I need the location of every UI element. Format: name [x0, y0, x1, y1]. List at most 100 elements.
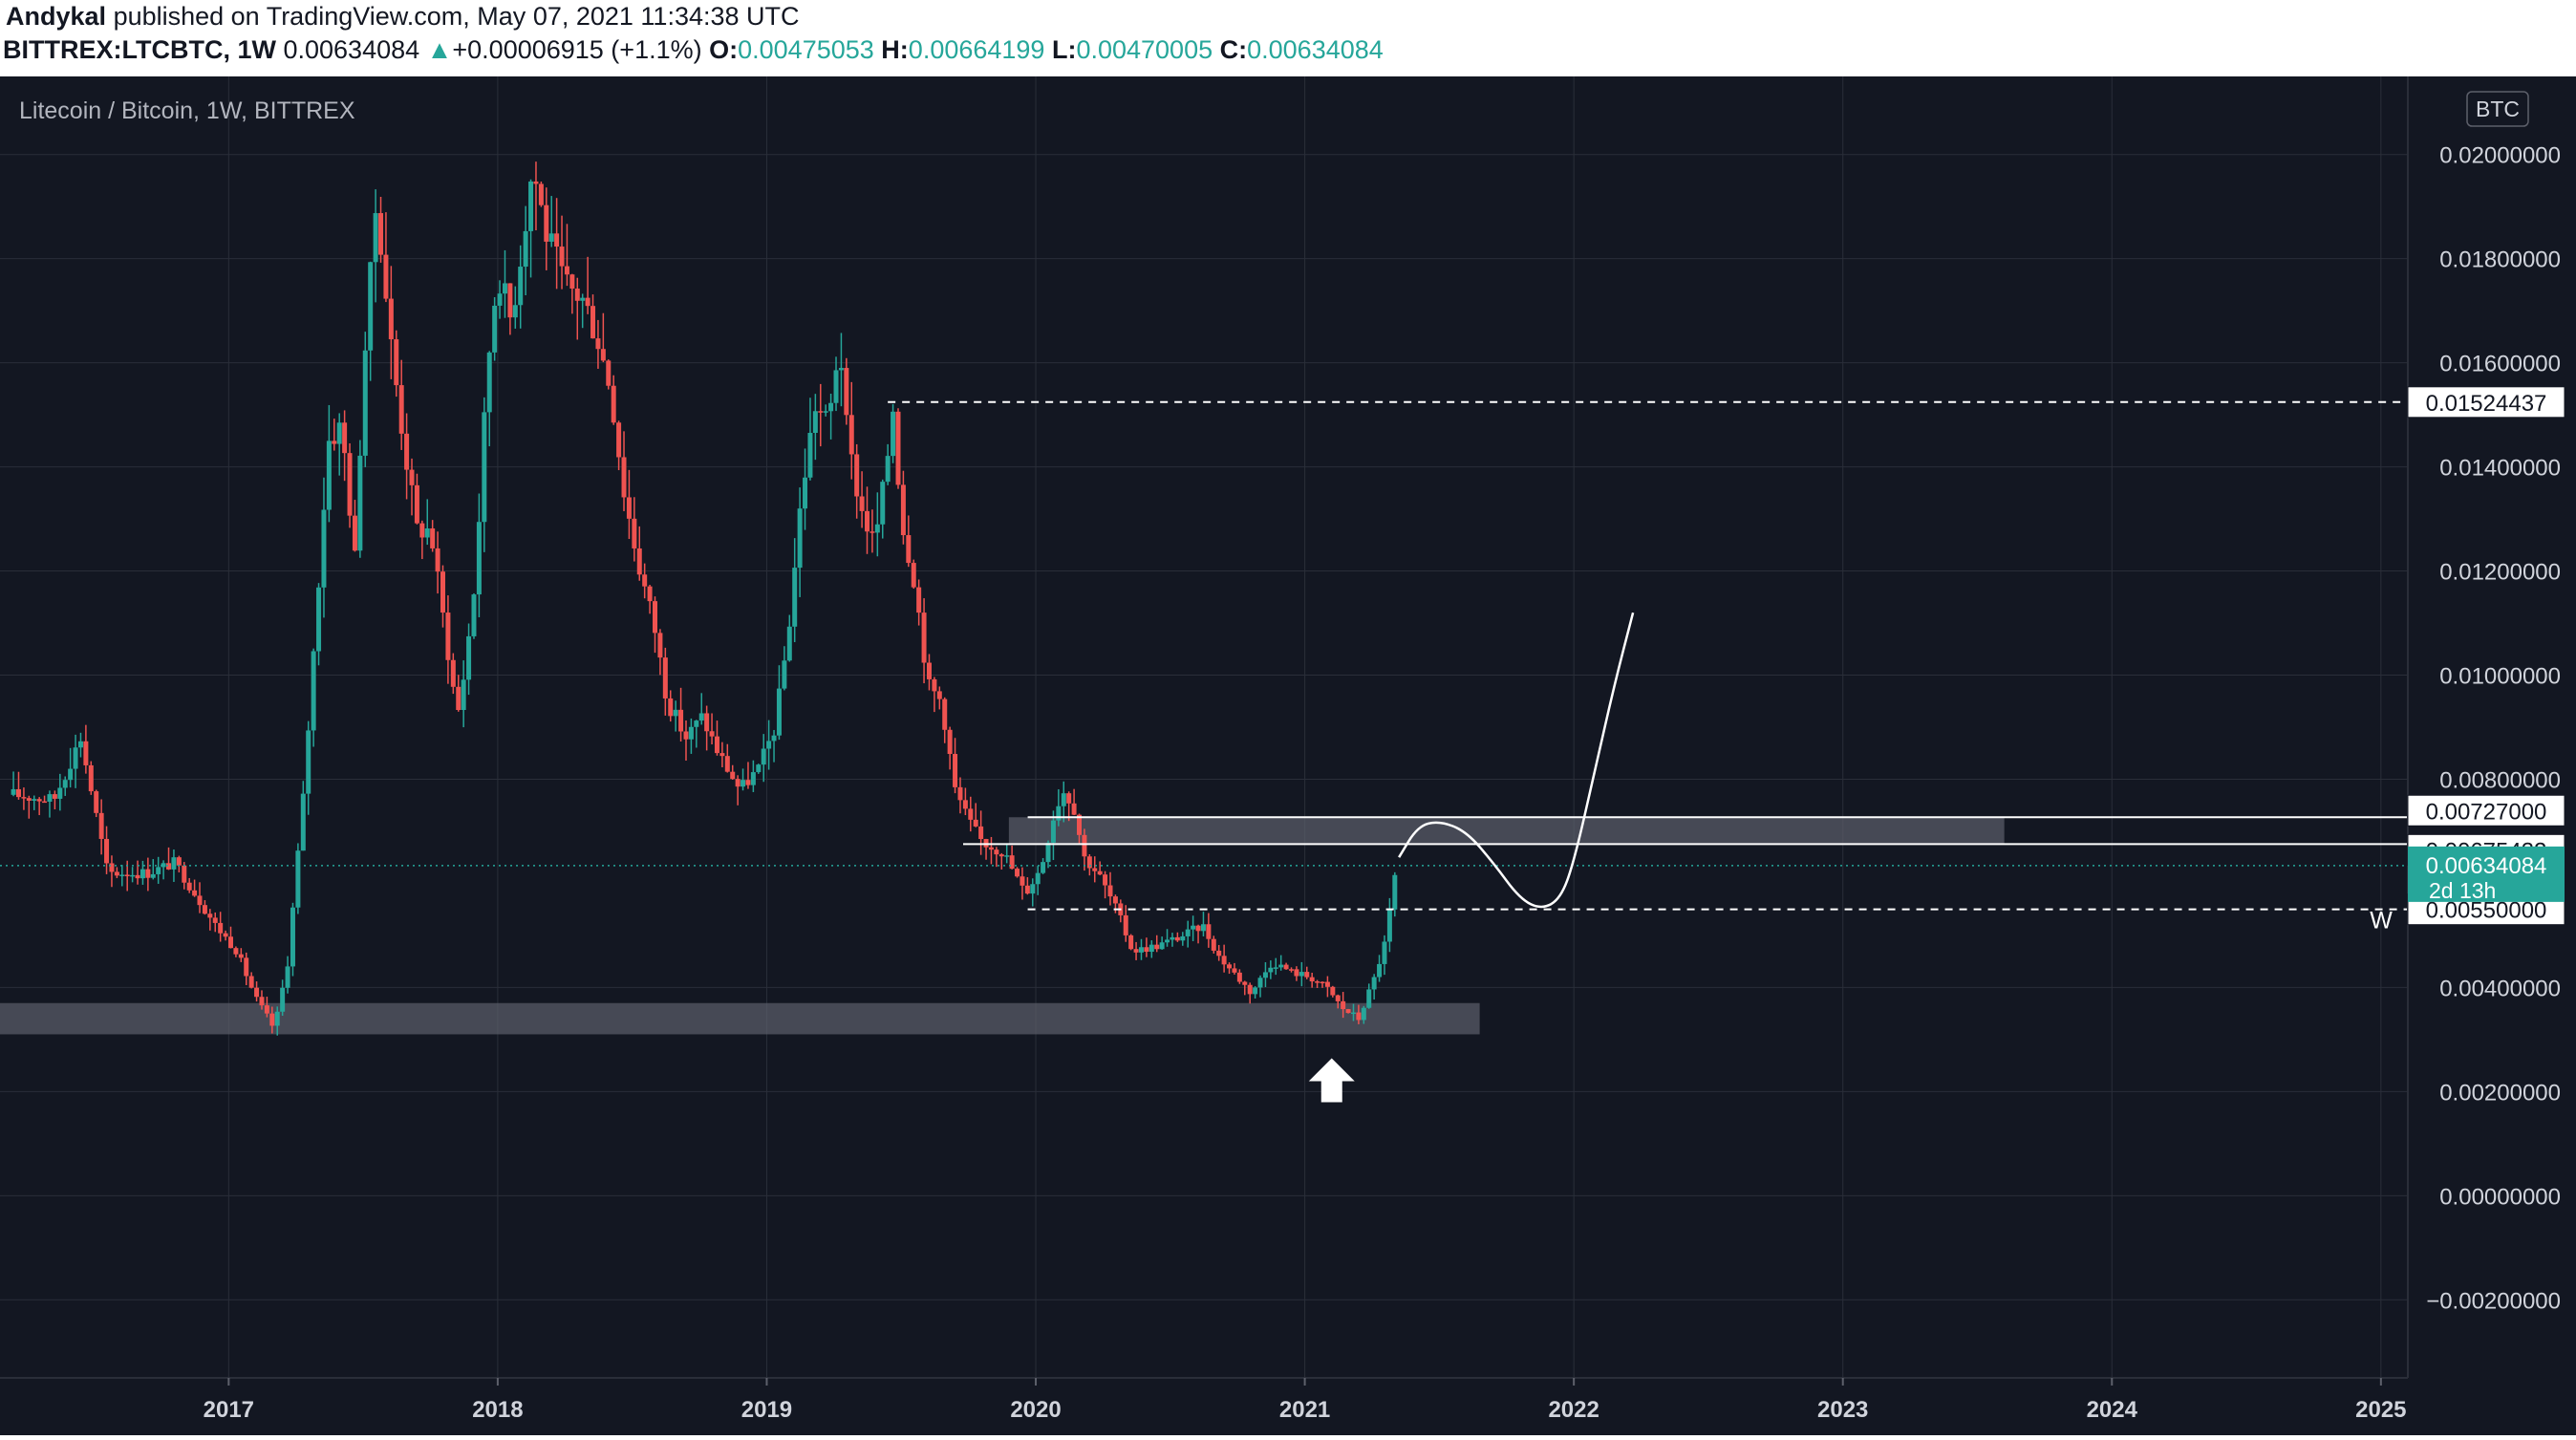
- candle-body: [332, 441, 337, 444]
- x-tick-label: 2024: [2087, 1397, 2138, 1423]
- candle-body: [833, 370, 839, 403]
- candle-body: [1035, 872, 1041, 885]
- countdown-label: 2d 13h: [2429, 878, 2496, 903]
- y-tick-label: 0.01000000: [2439, 664, 2561, 690]
- candle-body: [911, 563, 916, 588]
- candle-body: [352, 515, 357, 551]
- candle-body: [1335, 995, 1341, 1001]
- candle-body: [538, 183, 544, 205]
- candle-body: [1154, 944, 1160, 950]
- candle-body: [1278, 964, 1284, 968]
- candle-body: [1382, 941, 1387, 964]
- candle-body: [497, 293, 503, 306]
- candle-body: [936, 691, 942, 699]
- candle-body: [792, 568, 798, 627]
- y-tick-label: 0.01200000: [2439, 560, 2561, 586]
- price-chart[interactable]: 0.02000000 0.01800000 0.01600000 0.01400000…: [0, 76, 2576, 1435]
- candle-body: [673, 709, 678, 717]
- candle-body: [156, 867, 161, 874]
- candle-body: [1377, 963, 1383, 978]
- x-tick-label: 2019: [741, 1397, 792, 1423]
- candle-body: [1216, 950, 1222, 956]
- currency-badge: BTC: [2466, 91, 2529, 127]
- y-tick-label: 0.00200000: [2439, 1080, 2561, 1106]
- candle-body: [1170, 936, 1175, 940]
- candle-body: [424, 528, 430, 538]
- candle-body: [947, 729, 953, 755]
- candle-body: [1024, 885, 1030, 894]
- chart-background: [0, 76, 2576, 1435]
- candle-body: [378, 213, 384, 255]
- price-axis[interactable]: 0.02000000 0.01800000 0.01600000 0.01400000…: [2426, 143, 2561, 1315]
- candle-body: [130, 874, 136, 877]
- candle-body: [357, 455, 363, 551]
- candle-body: [1045, 842, 1051, 863]
- y-tick-label: 0.01600000: [2439, 352, 2561, 377]
- candle-body: [735, 779, 741, 787]
- candle-body: [978, 826, 984, 840]
- candle-body: [414, 484, 419, 524]
- projection-curve[interactable]: [1398, 612, 1635, 909]
- candle-body: [1138, 947, 1144, 953]
- open-label: O:: [709, 35, 739, 64]
- candle-body: [1361, 1007, 1366, 1021]
- candle-body: [202, 905, 207, 914]
- currency-badge-label: BTC: [2476, 97, 2520, 121]
- close-label: C:: [1219, 35, 1248, 64]
- candle-body: [683, 731, 689, 740]
- candle-body: [994, 849, 999, 855]
- candle-body: [1330, 986, 1336, 996]
- y-tick-label: 0.02000000: [2439, 143, 2561, 169]
- candle-body: [32, 799, 37, 801]
- candle-body: [1211, 938, 1216, 951]
- price-axis-panel[interactable]: [2408, 76, 2576, 1435]
- candle-body: [891, 411, 896, 457]
- support-zone: [1008, 817, 2005, 845]
- candle-body: [1315, 981, 1320, 983]
- candle-body: [36, 799, 42, 802]
- candle-body: [404, 433, 410, 470]
- candle-body: [192, 890, 198, 896]
- candle-body: [1283, 964, 1289, 970]
- y-tick-label: 0.00800000: [2439, 767, 2561, 793]
- candle-body: [1232, 968, 1237, 973]
- candle-body: [1128, 935, 1134, 950]
- candle-body: [906, 535, 912, 564]
- candle-body: [600, 349, 606, 361]
- candle-body: [1392, 874, 1398, 910]
- candle-body: [186, 882, 192, 891]
- candle-body: [1191, 925, 1196, 930]
- candle-body: [900, 484, 906, 536]
- candle-body: [585, 297, 590, 307]
- chart-title: Litecoin / Bitcoin, 1W, BITTREX: [19, 97, 355, 124]
- candle-body: [1366, 989, 1372, 1008]
- candle-body: [1133, 949, 1139, 953]
- candle-body: [968, 808, 974, 820]
- candle-body: [668, 698, 674, 717]
- candle-body: [750, 772, 756, 785]
- candle-body: [336, 422, 342, 444]
- candle-body: [523, 230, 528, 268]
- candle-body: [248, 976, 254, 988]
- candle-body: [626, 497, 632, 519]
- candle-body: [621, 457, 627, 498]
- chart-area[interactable]: 0.02000000 0.01800000 0.01600000 0.01400000…: [0, 76, 2576, 1435]
- author-name[interactable]: Andykal: [6, 2, 107, 31]
- candle-body: [756, 764, 762, 773]
- candle-body: [342, 422, 348, 454]
- candle-body: [145, 869, 151, 878]
- candle-body: [388, 298, 394, 340]
- candle-body: [394, 339, 399, 386]
- candle-body: [1299, 972, 1304, 977]
- time-axis[interactable]: 2017 2018 2019 2020 2021 2022 2023 2024 2025: [204, 1378, 2407, 1423]
- candle-body: [347, 453, 353, 516]
- candle-body: [1066, 793, 1072, 804]
- candle-body: [83, 741, 89, 765]
- candle-body: [321, 509, 327, 588]
- candle-body: [694, 720, 699, 727]
- candle-body: [844, 368, 849, 416]
- candle-body: [1009, 855, 1015, 870]
- candle-body: [1345, 1009, 1351, 1014]
- candle-body: [15, 788, 21, 798]
- candle-body: [1097, 870, 1103, 875]
